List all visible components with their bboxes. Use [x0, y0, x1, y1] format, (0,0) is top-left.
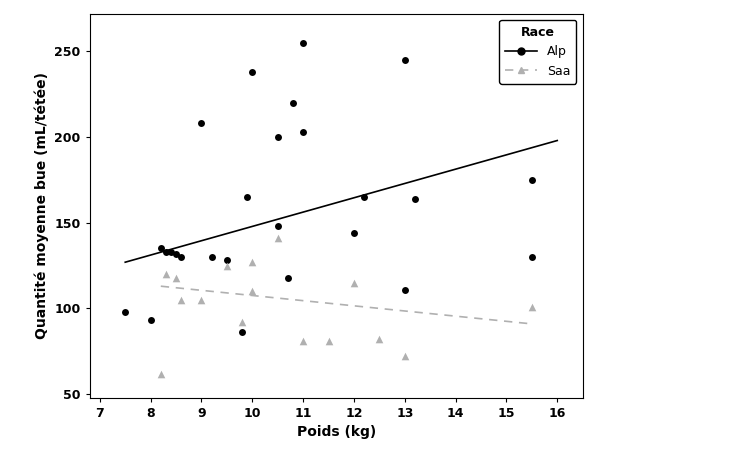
Point: [145, 317, 157, 324]
Point: [287, 99, 299, 106]
Point: [297, 337, 309, 345]
Point: [399, 353, 411, 360]
Point: [165, 248, 177, 255]
Point: [526, 253, 538, 260]
Point: [272, 223, 284, 230]
Point: [175, 296, 187, 303]
Point: [297, 39, 309, 47]
Point: [272, 234, 284, 242]
Point: [155, 370, 167, 377]
Point: [358, 193, 370, 201]
Point: [323, 337, 335, 345]
Legend: Alp, Saa: Alp, Saa: [499, 20, 577, 84]
Point: [170, 250, 182, 257]
Point: [282, 274, 294, 281]
Point: [526, 176, 538, 184]
Point: [348, 279, 360, 287]
Point: [399, 286, 411, 293]
Point: [221, 262, 233, 269]
X-axis label: Poids (kg): Poids (kg): [297, 425, 376, 439]
Point: [120, 308, 131, 315]
Point: [205, 253, 217, 260]
Y-axis label: Quantité moyenne bue (mL/tétée): Quantité moyenne bue (mL/tétée): [34, 72, 49, 339]
Point: [170, 274, 182, 281]
Point: [247, 288, 258, 295]
Point: [531, 29, 543, 36]
Point: [272, 133, 284, 141]
Point: [236, 319, 248, 326]
Point: [241, 193, 253, 201]
Point: [409, 195, 421, 202]
Point: [160, 248, 172, 255]
Point: [196, 296, 208, 303]
Point: [221, 257, 233, 264]
Point: [374, 335, 385, 343]
Point: [348, 229, 360, 237]
Point: [236, 329, 248, 336]
Point: [247, 69, 258, 76]
Point: [155, 245, 167, 252]
Point: [399, 56, 411, 64]
Point: [196, 120, 208, 127]
Point: [160, 271, 172, 278]
Point: [247, 259, 258, 266]
Point: [297, 128, 309, 136]
Point: [175, 253, 187, 260]
Point: [526, 303, 538, 310]
